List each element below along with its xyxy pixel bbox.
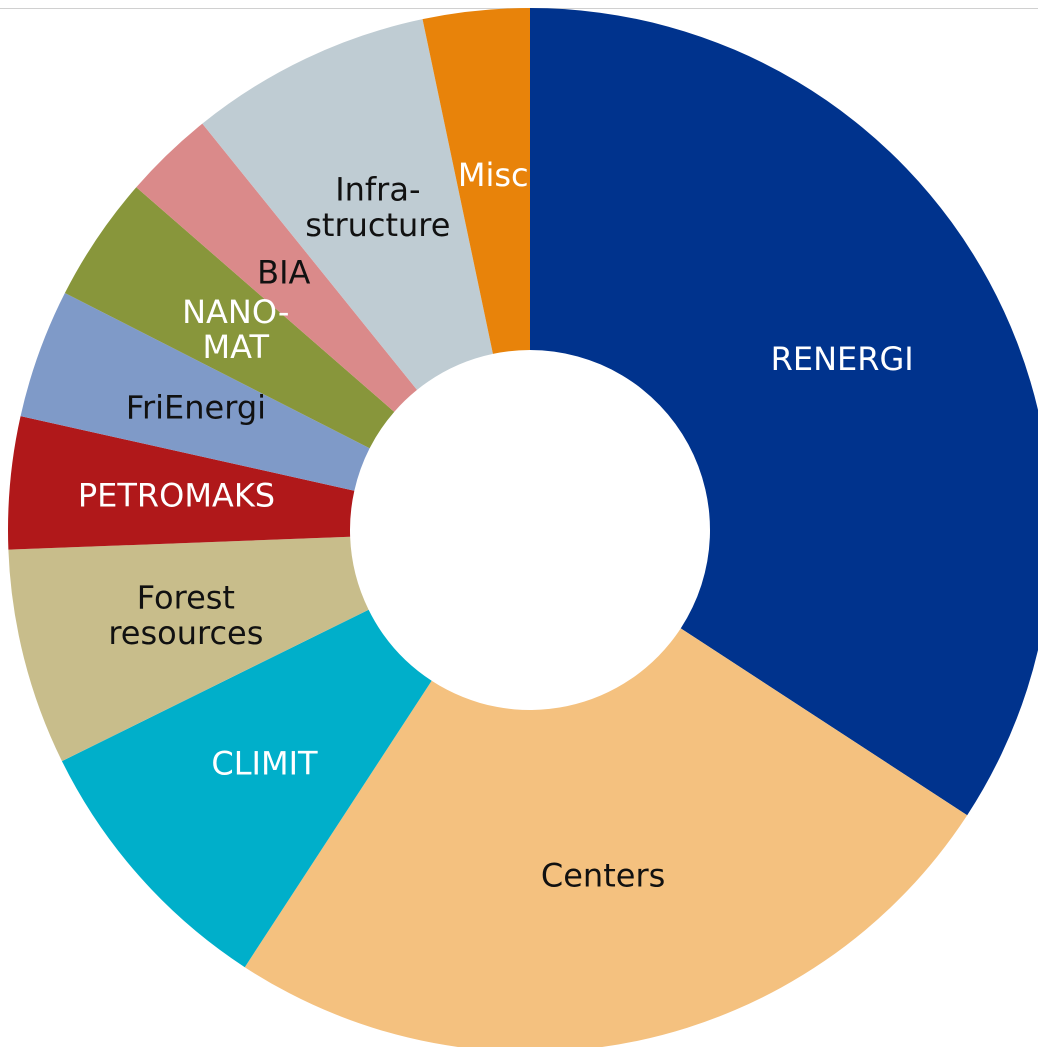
labels: RENERGI Centers CLIMIT Forest resources PETRO… <box>78 156 914 894</box>
slice <box>244 628 968 1047</box>
slice-label: FriEnergi <box>126 389 266 427</box>
slice-label: PETROMAKS <box>78 477 275 515</box>
slice <box>136 123 418 412</box>
slice-label: Infra-structure <box>305 171 450 244</box>
slice-label: CLIMIT <box>211 745 318 783</box>
slice <box>64 187 395 449</box>
slice-label: NANO-MAT <box>182 293 289 366</box>
slice <box>20 293 370 491</box>
slice-label: Misc <box>458 156 529 194</box>
slice-label: Forest resources <box>108 579 263 652</box>
slice-label: BIA <box>257 253 310 291</box>
slice <box>202 19 493 390</box>
slice <box>8 536 369 762</box>
slice <box>530 8 1038 816</box>
slice <box>7 416 355 550</box>
slices <box>7 8 1038 1047</box>
slice <box>422 8 530 354</box>
slice-label: RENERGI <box>771 340 914 378</box>
slice-label: Centers <box>541 856 665 894</box>
slice <box>61 609 432 968</box>
